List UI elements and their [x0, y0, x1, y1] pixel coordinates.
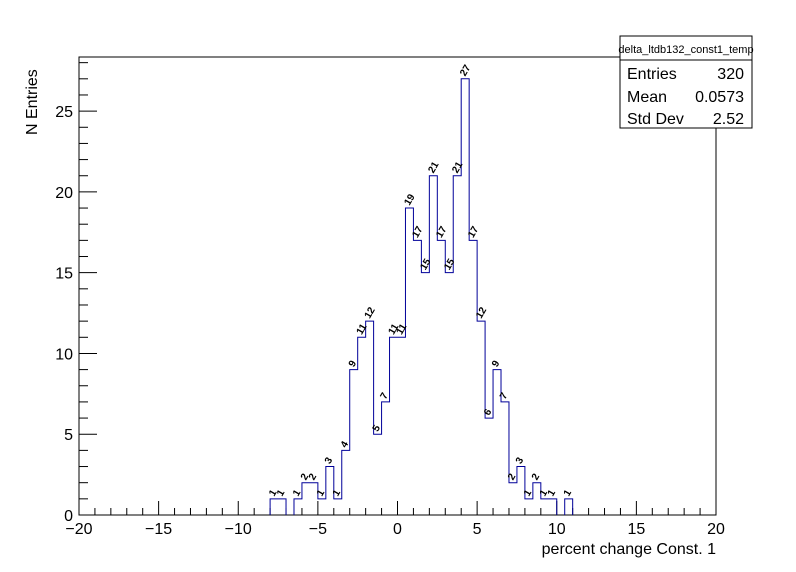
x-tick-label: −20 [65, 521, 92, 538]
bin-value-label: 2 [530, 471, 543, 482]
bin-value-label: 21 [450, 160, 465, 176]
bin-value-label: 15 [418, 257, 433, 273]
bin-value-label: 11 [355, 322, 370, 337]
bin-value-label: 12 [363, 305, 378, 321]
bin-value-label: 5 [371, 423, 384, 434]
bin-value-label: 3 [514, 455, 527, 466]
x-tick-label: −10 [225, 521, 252, 538]
bin-value-label: 9 [347, 358, 360, 369]
bin-value-label: 7 [379, 391, 392, 402]
bin-value-label: 17 [466, 224, 481, 240]
bin-value-label: 6 [482, 407, 495, 418]
bin-value-label: 1 [331, 488, 344, 499]
stats-box: delta_ltdb132_const1_temp Entries 320 Me… [618, 35, 754, 129]
bin-value-label: 1 [275, 488, 288, 499]
bin-value-label: 2 [506, 471, 519, 482]
bin-value-label: 1 [562, 488, 575, 499]
stats-stddev-value: 2.52 [713, 111, 744, 128]
bin-value-label: 1 [546, 488, 559, 499]
axis-ticks [78, 62, 717, 516]
stats-mean-label: Mean [627, 89, 667, 106]
x-tick-label: −15 [145, 521, 172, 538]
y-tick-label: 20 [55, 185, 73, 202]
y-tick-label: 5 [64, 427, 73, 444]
x-axis-label: percent change Const. 1 [542, 541, 716, 558]
stats-stddev-label: Std Dev [627, 111, 684, 128]
x-tick-label: 15 [627, 521, 645, 538]
x-tick-label: 5 [473, 521, 482, 538]
bin-value-label: 9 [490, 358, 503, 369]
bin-value-label: 17 [410, 224, 425, 240]
bin-value-label: 2 [307, 471, 320, 482]
bin-value-label: 4 [339, 439, 352, 450]
x-tick-label: −5 [309, 521, 327, 538]
bin-value-label: 1 [538, 488, 551, 499]
x-tick-label: 0 [393, 521, 402, 538]
stats-box-title: delta_ltdb132_const1_temp [618, 44, 753, 56]
bin-value-label: 7 [498, 391, 511, 402]
bin-value-label: 12 [474, 305, 489, 321]
bin-value-label: 2 [299, 471, 312, 482]
y-tick-label: 10 [55, 346, 73, 363]
y-tick-label: 25 [55, 104, 73, 121]
bin-value-label: 1 [291, 488, 304, 499]
y-axis-label: N Entries [24, 69, 41, 135]
stats-entries-label: Entries [627, 66, 677, 83]
bin-value-labels: 11 12213149111257111119171521171521271712… [267, 63, 574, 499]
bin-value-label: 19 [403, 192, 418, 208]
bin-value-label: 3 [323, 455, 336, 466]
bin-value-label: 1 [267, 488, 280, 499]
bin-value-label: 15 [442, 257, 457, 273]
y-tick-label: 0 [64, 508, 73, 525]
histogram-line [269, 78, 574, 515]
bin-value-label: 1 [522, 488, 535, 499]
bin-value-label: 27 [458, 63, 473, 79]
stats-entries-value: 320 [717, 66, 744, 83]
x-tick-label: 10 [548, 521, 566, 538]
bin-value-label: 17 [434, 224, 449, 240]
x-tick-label: 20 [707, 521, 725, 538]
bin-value-label: 21 [426, 160, 441, 176]
stats-mean-value: 0.0573 [695, 89, 744, 106]
y-tick-label: 15 [55, 266, 73, 283]
bin-value-label: 1 [315, 488, 328, 499]
